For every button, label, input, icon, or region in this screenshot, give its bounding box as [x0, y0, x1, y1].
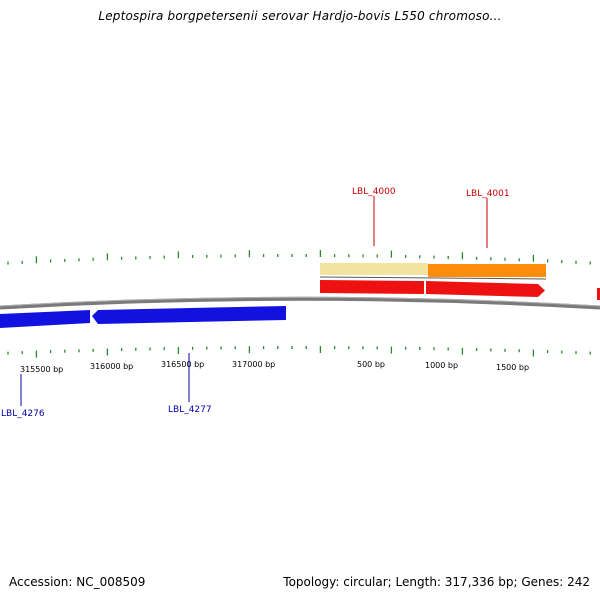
- scale-label-317000: 317000 bp: [232, 360, 275, 369]
- genome-backbone: [0, 296, 600, 310]
- gene-label-lbl-4276[interactable]: LBL_4276: [1, 409, 45, 419]
- scale-labels: 315500 bp 316000 bp 316500 bp 317000 bp …: [20, 360, 529, 374]
- gene-label-lbl-4000[interactable]: LBL_4000: [352, 187, 396, 197]
- scale-label-315500: 315500 bp: [20, 365, 63, 374]
- gene-edge-fragment[interactable]: [597, 288, 600, 300]
- feature-bar-orange[interactable]: [428, 264, 546, 277]
- gene-lbl-4276[interactable]: [0, 310, 90, 328]
- scale-label-316000: 316000 bp: [90, 362, 133, 371]
- gene-label-lbl-4277[interactable]: LBL_4277: [168, 405, 212, 415]
- scale-label-316500: 316500 bp: [161, 360, 204, 369]
- accession-footer: Accession: NC_008509: [9, 575, 146, 589]
- feature-bar-underline: [319, 276, 547, 280]
- map-title: Leptospira borgpetersenii serovar Hardjo…: [98, 9, 502, 23]
- scale-label-1000: 1000 bp: [425, 361, 458, 370]
- gene-lbl-4001[interactable]: [426, 281, 545, 297]
- gene-lbl-4000[interactable]: [320, 280, 424, 294]
- gene-label-lbl-4001[interactable]: LBL_4001: [466, 189, 510, 199]
- tick-marks-bottom: [7, 346, 591, 358]
- scale-label-1500: 1500 bp: [496, 363, 529, 372]
- scale-label-500: 500 bp: [357, 360, 385, 369]
- genome-backbone-highlight: [0, 296, 600, 307]
- feature-bar-pale[interactable]: [320, 263, 428, 275]
- tick-marks-top: [7, 250, 591, 265]
- gene-lbl-4277[interactable]: [92, 306, 286, 324]
- genome-stats-footer: Topology: circular; Length: 317,336 bp; …: [283, 575, 590, 589]
